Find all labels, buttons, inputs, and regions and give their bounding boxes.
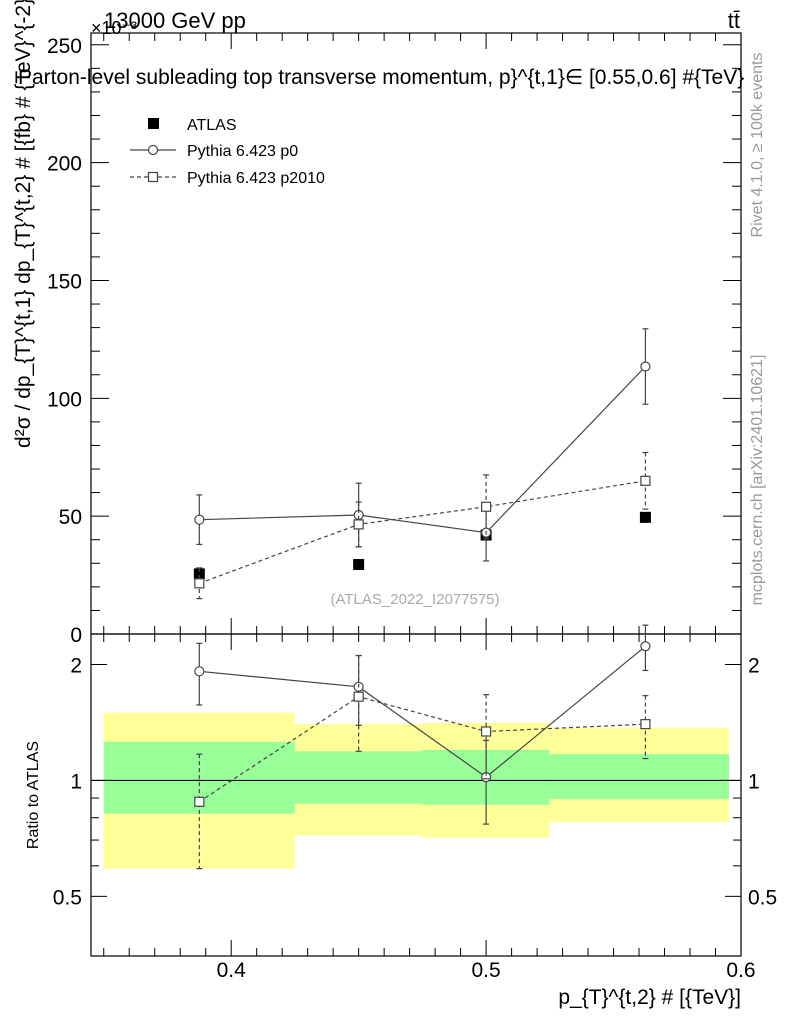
chart-title: Parton-level subleading top transverse m… — [18, 66, 744, 89]
x-tick-label-0.5: 0.5 — [471, 959, 500, 982]
y-tick-label-50: 50 — [59, 506, 82, 529]
y-exponent: ×10⁻³ — [91, 18, 137, 38]
y-tick-label-0: 0 — [70, 624, 82, 647]
x-axis-label: p_{T}^{t,2} # [{TeV}] — [558, 986, 741, 1009]
p0-point-0 — [194, 514, 205, 525]
y-axis-label: d²σ / dp_{T}^{t,1} dp_{T}^{t,2} # [{fb} … — [12, 0, 35, 448]
ratio-axis-label: Ratio to ATLAS — [25, 741, 42, 849]
ratio-uncertainty-bands — [91, 712, 741, 869]
solid-circle-line — [199, 366, 646, 534]
ratio-panel-frame — [90, 633, 742, 957]
solid-circle-ratio-line — [199, 645, 646, 778]
p2010-point-3 — [640, 475, 651, 486]
p2010-ratio-point-1 — [353, 691, 364, 702]
y-tick-label-250: 250 — [47, 35, 82, 58]
ratio-tick-label-right-2: 2 — [748, 654, 760, 677]
legend-p2010-label: Pythia 6.423 p2010 — [187, 170, 325, 187]
legend-p2010-marker — [147, 171, 159, 183]
p2010-point-0 — [194, 578, 205, 589]
rivet-version-text: Rivet 4.1.0, ≥ 100k events — [749, 53, 766, 238]
legend: ATLAS Pythia 6.423 p0 Pythia 6.423 p2010 — [130, 117, 325, 187]
p2010-ratio-point-3 — [640, 719, 651, 730]
header-right: tt̄ — [728, 8, 740, 33]
ratio-series — [194, 624, 651, 870]
legend-atlas-marker — [148, 118, 159, 129]
dashed-square-line — [199, 480, 646, 584]
header-left: 13000 GeV pp — [104, 8, 246, 33]
p2010-ratio-point-0 — [194, 796, 205, 807]
main-series — [193, 328, 651, 600]
p2010-point-2 — [480, 501, 492, 512]
y-tick-label-200: 200 — [47, 153, 82, 176]
ratio-tick-label-0.5: 0.5 — [53, 886, 82, 909]
p2010-point-1 — [353, 519, 364, 530]
legend-atlas-label: ATLAS — [187, 117, 237, 134]
analysis-watermark: (ATLAS_2022_I2077575) — [330, 591, 499, 608]
p2010-ratio-point-2 — [480, 726, 492, 737]
x-tick-label-0.6: 0.6 — [726, 959, 755, 982]
atlas-point-0 — [193, 568, 205, 580]
ratio-tick-label-right-0.5: 0.5 — [748, 886, 777, 909]
tick-labels: 0 50 100 150 200 250 0.4 0.5 0.6 0.5 0.5 1 1 2 2 — [47, 35, 777, 982]
y-tick-label-150: 150 — [47, 270, 82, 293]
axis-ticks — [91, 33, 742, 956]
p0-ratio-point-0 — [194, 666, 205, 677]
y-tick-label-100: 100 — [47, 388, 82, 411]
ratio-tick-label-right-1: 1 — [748, 770, 760, 793]
p0-ratio-point-3 — [640, 641, 651, 652]
mcplots-reference-text: mcplots.cern.ch [arXiv:2401.10621] — [749, 355, 766, 606]
atlas-point-3 — [639, 511, 651, 523]
p0-point-3 — [640, 361, 651, 372]
x-tick-label-0.4: 0.4 — [217, 959, 247, 982]
ratio-tick-label-1: 1 — [70, 770, 82, 793]
atlas-point-1 — [353, 558, 365, 570]
dashed-square-ratio-line — [199, 696, 646, 803]
band-inner-3 — [549, 754, 729, 799]
band-inner-1 — [294, 751, 423, 804]
legend-p0-label: Pythia 6.423 p0 — [187, 143, 298, 160]
ratio-tick-label-2: 2 — [70, 654, 82, 677]
legend-p0-marker — [147, 144, 159, 156]
